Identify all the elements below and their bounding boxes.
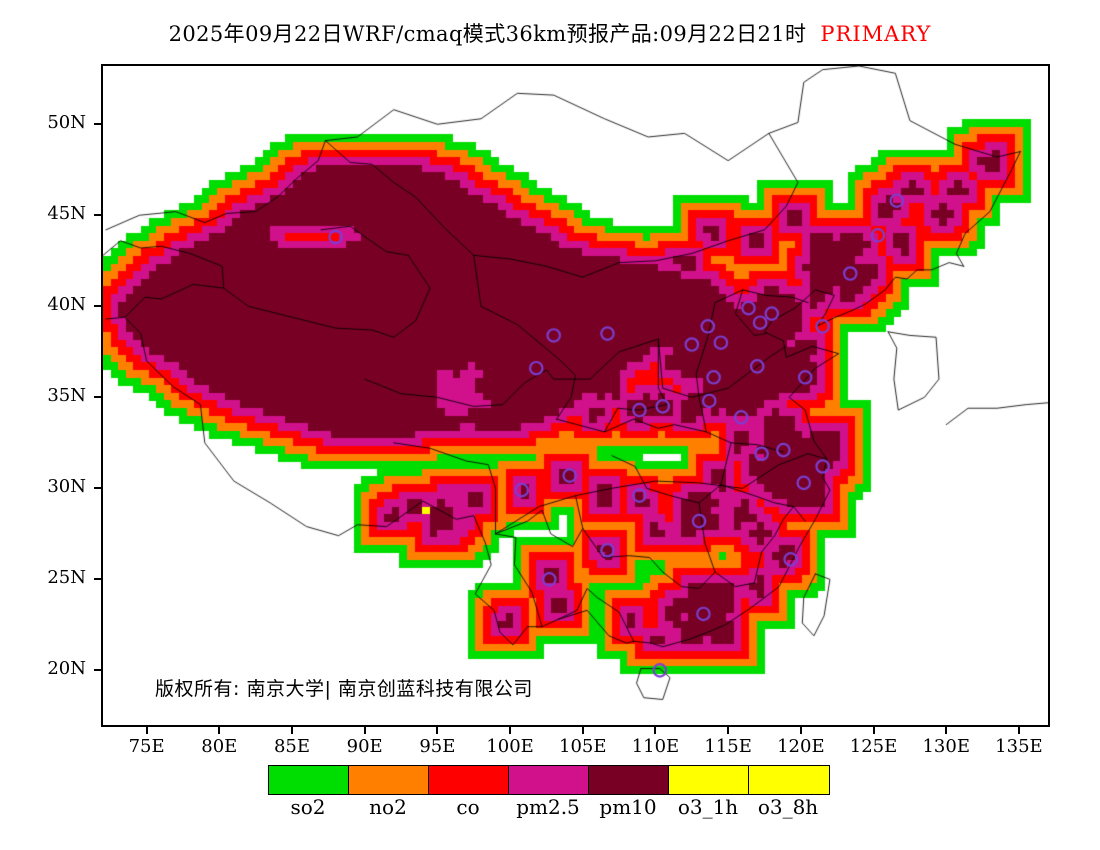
y-axis-tick: [94, 396, 101, 399]
x-axis-tick: [218, 727, 221, 734]
x-axis-tick: [872, 727, 875, 734]
y-axis-label: 30N: [47, 476, 86, 498]
map-plot-frame: [101, 64, 1050, 727]
title-main-text: 2025年09月22日WRF/cmaq模式36km预报产品:09月22日21时: [168, 22, 807, 46]
legend-swatch-o3_1h[interactable]: [669, 766, 749, 794]
x-axis-tick: [727, 727, 730, 734]
pollutant-heatmap-canvas[interactable]: [103, 66, 1048, 725]
x-axis-label: 110E: [631, 736, 680, 757]
x-axis-tick: [654, 727, 657, 734]
legend-swatch-co[interactable]: [429, 766, 509, 794]
pollutant-legend-labels: so2 no2 co pm2.5 pm10 o3_1h o3_8h: [268, 795, 828, 819]
y-axis-tick: [94, 305, 101, 308]
x-axis-tick: [145, 727, 148, 734]
x-axis-tick: [581, 727, 584, 734]
x-axis-tick: [363, 727, 366, 734]
legend-label-pm10: pm10: [599, 795, 657, 819]
y-axis-label: 20N: [47, 658, 86, 680]
y-axis-tick: [94, 214, 101, 217]
x-axis-tick: [1017, 727, 1020, 734]
y-axis-label: 50N: [47, 112, 86, 134]
legend-label-co: co: [456, 795, 480, 819]
x-axis-tick: [799, 727, 802, 734]
page-title: 2025年09月22日WRF/cmaq模式36km预报产品:09月22日21时 P…: [0, 18, 1100, 48]
x-axis-label: 105E: [559, 736, 607, 757]
x-axis-tick: [509, 727, 512, 734]
legend-label-pm2_5: pm2.5: [516, 795, 580, 819]
copyright-watermark: 版权所有: 南京大学| 南京创蓝科技有限公司: [155, 678, 533, 700]
legend-swatch-o3_8h[interactable]: [749, 766, 829, 794]
y-axis-label: 45N: [47, 203, 86, 225]
y-axis-tick: [94, 123, 101, 126]
legend-label-so2: so2: [290, 795, 326, 819]
x-axis-label: 75E: [128, 736, 165, 757]
x-axis-label: 125E: [849, 736, 898, 757]
x-axis-tick: [291, 727, 293, 734]
pollutant-legend-bar: [268, 765, 830, 795]
x-axis-label: 115E: [704, 736, 752, 757]
y-axis-tick: [94, 578, 101, 581]
x-axis-label: 80E: [201, 736, 238, 757]
x-axis-label: 95E: [419, 736, 456, 757]
x-axis-label: 120E: [777, 736, 825, 757]
y-axis-label: 40N: [47, 294, 86, 316]
x-axis-tick: [945, 727, 948, 734]
x-axis-tick: [436, 727, 439, 734]
x-axis-label: 85E: [273, 736, 311, 757]
x-axis-label: 135E: [995, 736, 1043, 757]
legend-label-o3_8h: o3_8h: [757, 795, 819, 819]
x-axis-label: 90E: [346, 736, 383, 757]
legend-swatch-no2[interactable]: [349, 766, 429, 794]
title-primary-badge: PRIMARY: [820, 22, 932, 46]
y-axis-tick: [94, 669, 101, 672]
legend-swatch-so2[interactable]: [269, 766, 349, 794]
y-axis-label: 25N: [47, 567, 86, 589]
x-axis-label: 130E: [922, 736, 970, 757]
x-axis-label: 100E: [486, 736, 534, 757]
legend-label-o3_1h: o3_1h: [677, 795, 739, 819]
y-axis-label: 35N: [47, 385, 86, 407]
legend-label-no2: no2: [369, 795, 407, 819]
legend-swatch-pm2_5[interactable]: [509, 766, 589, 794]
y-axis-tick: [94, 487, 101, 490]
legend-swatch-pm10[interactable]: [589, 766, 669, 794]
